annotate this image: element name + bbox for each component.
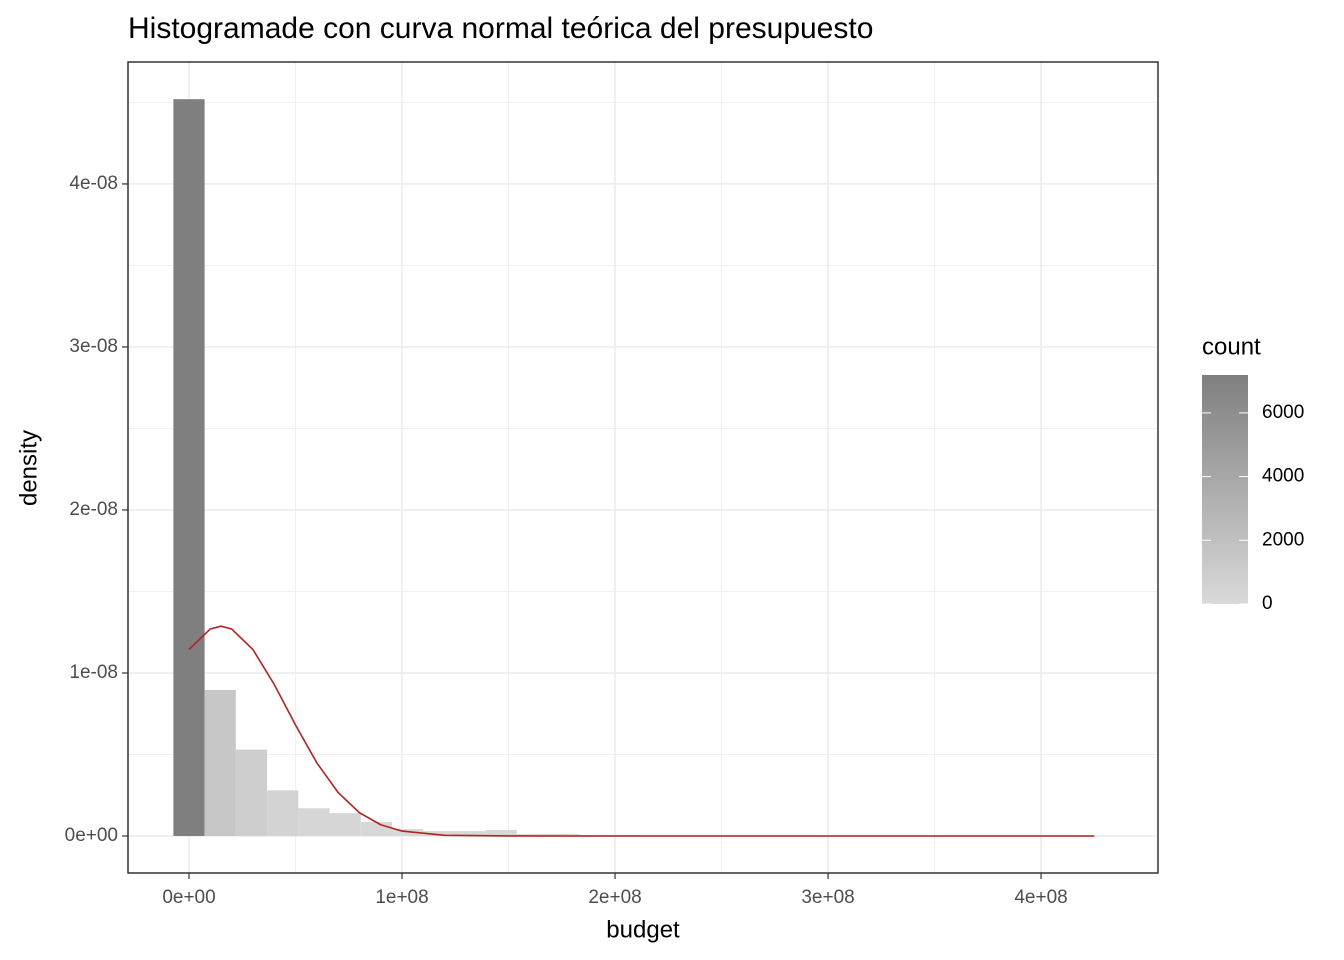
y-tick-label: 1e-08: [69, 662, 118, 683]
bar: [516, 834, 549, 836]
bar: [267, 790, 299, 836]
x-tick-label: 3e+08: [801, 887, 854, 908]
bar: [204, 689, 236, 836]
bar: [454, 831, 486, 836]
bar: [485, 829, 517, 836]
bar: [360, 821, 392, 836]
y-tick-label: 0e+00: [65, 825, 118, 846]
panel-border: [127, 61, 1159, 874]
x-tick-label: 0e+00: [162, 887, 215, 908]
bar: [548, 834, 580, 836]
x-tick-label: 2e+08: [588, 887, 641, 908]
x-tick-label: 4e+08: [1014, 887, 1067, 908]
bar: [423, 831, 455, 836]
x-axis-label: budget: [606, 916, 680, 943]
legend-title: count: [1202, 333, 1261, 360]
colorbar-tick-label: 2000: [1262, 529, 1304, 550]
y-tick-label: 4e-08: [69, 173, 118, 194]
y-tick-label: 3e-08: [69, 336, 118, 357]
bar: [391, 828, 424, 836]
x-tick-label: 1e+08: [375, 887, 428, 908]
colorbar-tick-label: 4000: [1262, 466, 1304, 487]
colorbar-tick-label: 0: [1262, 593, 1273, 614]
bar: [329, 813, 361, 836]
chart-title: Histogramade con curva normal teórica de…: [128, 12, 873, 45]
colorbar-tick-label: 6000: [1262, 402, 1304, 423]
normal-curve: [188, 625, 1095, 837]
y-axis-label: density: [15, 430, 42, 506]
bar: [298, 808, 330, 836]
colorbar: [1202, 375, 1248, 604]
y-tick-label: 2e-08: [69, 499, 118, 520]
bar: [173, 99, 205, 836]
bar: [235, 749, 268, 836]
